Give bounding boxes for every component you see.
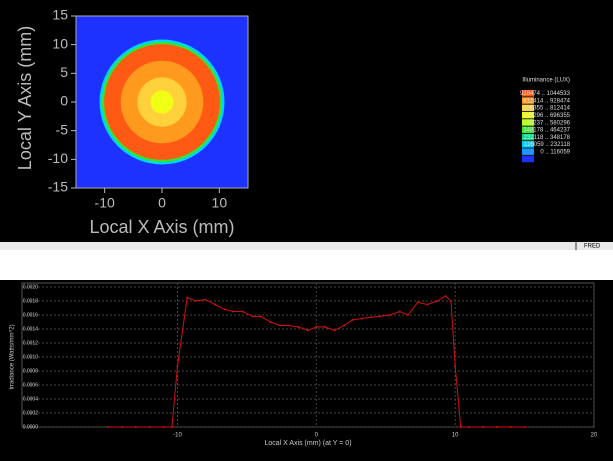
legend-swatch bbox=[522, 133, 534, 141]
data-point bbox=[459, 426, 462, 428]
x-tick-label: 20 bbox=[591, 433, 598, 439]
x-tick-label: -10 bbox=[95, 195, 115, 211]
legend-swatch bbox=[522, 104, 534, 112]
data-point bbox=[269, 321, 272, 323]
x-tick-label: 0 bbox=[158, 195, 166, 211]
data-point bbox=[370, 316, 373, 319]
data-point bbox=[251, 315, 254, 318]
y-axis-label: Local Y Axis (mm) bbox=[15, 26, 35, 170]
data-point bbox=[509, 426, 512, 428]
legend-swatch bbox=[522, 90, 534, 97]
data-point bbox=[120, 426, 123, 428]
y-axis-label: Irradiance (Watts/mm^2) bbox=[10, 324, 16, 389]
y-tick-label: -10 bbox=[48, 150, 68, 166]
y-tick-label: 0.0018 bbox=[23, 298, 39, 304]
y-tick-label: 0 bbox=[60, 93, 68, 109]
legend-swatch bbox=[522, 119, 534, 126]
legend-label: 348178 .. 464237 bbox=[523, 128, 570, 134]
data-point bbox=[495, 426, 498, 428]
legend-label: 696355 .. 812414 bbox=[523, 106, 570, 112]
y-tick-label: 0.0002 bbox=[23, 410, 39, 416]
data-point bbox=[170, 426, 173, 428]
x-axis-label: Local X Axis (mm) (at Y = 0) bbox=[264, 440, 351, 447]
data-point bbox=[343, 324, 346, 327]
data-point bbox=[444, 295, 447, 298]
y-tick-label: 0.0006 bbox=[23, 382, 39, 388]
legend-swatch bbox=[522, 141, 534, 148]
data-point bbox=[223, 308, 226, 311]
data-point bbox=[162, 426, 165, 428]
data-point bbox=[176, 365, 179, 368]
data-point bbox=[204, 298, 207, 301]
data-point bbox=[194, 300, 197, 302]
data-point bbox=[297, 325, 300, 328]
x-tick-label: -10 bbox=[173, 433, 182, 439]
legend-label: 464237 .. 580296 bbox=[523, 120, 570, 126]
x-tick-label: 10 bbox=[212, 195, 228, 211]
data-point bbox=[454, 365, 457, 368]
y-tick-label: 5 bbox=[60, 64, 68, 80]
y-tick-label: 10 bbox=[52, 35, 68, 51]
data-point bbox=[134, 426, 137, 428]
data-point bbox=[388, 314, 391, 316]
legend-swatch bbox=[522, 111, 534, 119]
y-tick-label: 0.0020 bbox=[23, 284, 39, 290]
data-point bbox=[379, 315, 382, 318]
legend-title: Illuminance (LUX) bbox=[522, 78, 570, 84]
x-tick-label: 0 bbox=[315, 433, 319, 439]
illuminance-ring bbox=[150, 90, 174, 114]
y-tick-label: 0.0012 bbox=[23, 340, 39, 346]
data-point bbox=[232, 310, 235, 313]
legend-label: 232118 .. 348178 bbox=[524, 135, 571, 141]
legend-swatch bbox=[522, 97, 534, 104]
data-point bbox=[361, 317, 364, 320]
data-point bbox=[279, 324, 282, 327]
data-point bbox=[259, 315, 262, 318]
data-point bbox=[186, 296, 189, 299]
data-point bbox=[523, 426, 526, 428]
y-tick-label: 0.0004 bbox=[23, 396, 39, 402]
data-point bbox=[333, 329, 336, 332]
data-point bbox=[107, 426, 110, 428]
y-tick-label: -5 bbox=[56, 121, 69, 137]
data-point bbox=[148, 426, 151, 428]
y-tick-label: -15 bbox=[48, 179, 68, 195]
data-point bbox=[398, 310, 401, 313]
legend-swatch bbox=[522, 126, 534, 133]
legend-label: 0 .. 116059 bbox=[540, 149, 570, 155]
y-tick-label: 0.0008 bbox=[23, 368, 39, 374]
y-tick-label: 0.0000 bbox=[23, 424, 39, 430]
data-point bbox=[406, 314, 409, 316]
data-point bbox=[426, 303, 429, 306]
data-point bbox=[213, 303, 216, 306]
data-point bbox=[315, 325, 318, 328]
data-point bbox=[287, 324, 290, 327]
data-point bbox=[351, 318, 354, 321]
data-point bbox=[323, 325, 326, 328]
data-point bbox=[450, 300, 452, 302]
y-tick-label: 15 bbox=[52, 7, 68, 23]
legend-label: 812414 .. 928474 bbox=[523, 98, 570, 104]
data-point bbox=[241, 310, 244, 313]
data-point bbox=[481, 426, 484, 428]
legend-label: 580296 .. 696355 bbox=[523, 113, 570, 119]
y-tick-label: 0.0010 bbox=[23, 354, 39, 360]
legend-label: 928474 .. 1044533 bbox=[520, 91, 571, 97]
y-tick-label: 0.0016 bbox=[23, 312, 39, 318]
x-tick-label: 10 bbox=[452, 433, 459, 439]
data-point bbox=[436, 300, 439, 302]
data-point bbox=[307, 329, 309, 332]
legend-label: 116059 .. 232118 bbox=[524, 142, 570, 148]
data-point bbox=[468, 426, 471, 428]
legend-swatch bbox=[522, 148, 534, 155]
footer-label: FRED bbox=[584, 244, 601, 250]
y-tick-label: 0.0014 bbox=[23, 326, 39, 332]
legend-swatch bbox=[522, 155, 534, 163]
status-bar bbox=[0, 242, 613, 250]
series-line bbox=[108, 295, 525, 428]
x-axis-label: Local X Axis (mm) bbox=[89, 217, 234, 237]
data-point bbox=[416, 301, 419, 304]
